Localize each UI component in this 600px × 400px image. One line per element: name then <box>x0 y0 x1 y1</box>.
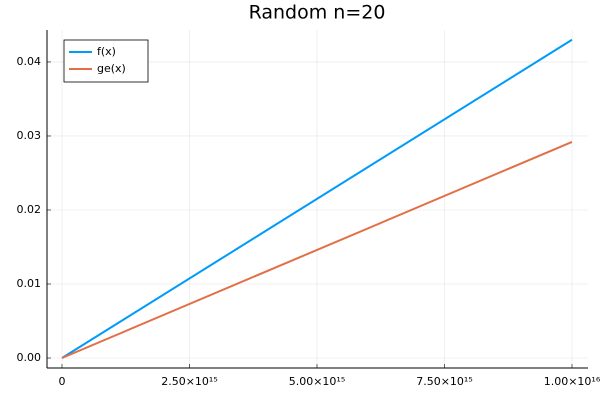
y-tick-label: 0.04 <box>17 55 42 68</box>
legend-label: f(x) <box>97 45 116 58</box>
line-series <box>61 140 573 359</box>
x-tick-label: 0 <box>58 375 65 388</box>
y-tick-label: 0.01 <box>17 277 42 290</box>
x-tick-label: 1.00×10¹⁶ <box>544 375 600 388</box>
chart-title: Random n=20 <box>249 2 386 24</box>
y-tick-label: 0.03 <box>17 129 42 142</box>
x-tick-label: 5.00×10¹⁵ <box>289 375 346 388</box>
x-tick-label: 7.50×10¹⁵ <box>416 375 473 388</box>
y-tick-label: 0.00 <box>17 351 42 364</box>
line-series <box>61 38 573 359</box>
x-tick-label: 2.50×10¹⁵ <box>161 375 218 388</box>
legend-label: ge(x) <box>97 62 126 75</box>
y-tick-label: 0.02 <box>17 203 42 216</box>
legend-box <box>63 39 149 83</box>
